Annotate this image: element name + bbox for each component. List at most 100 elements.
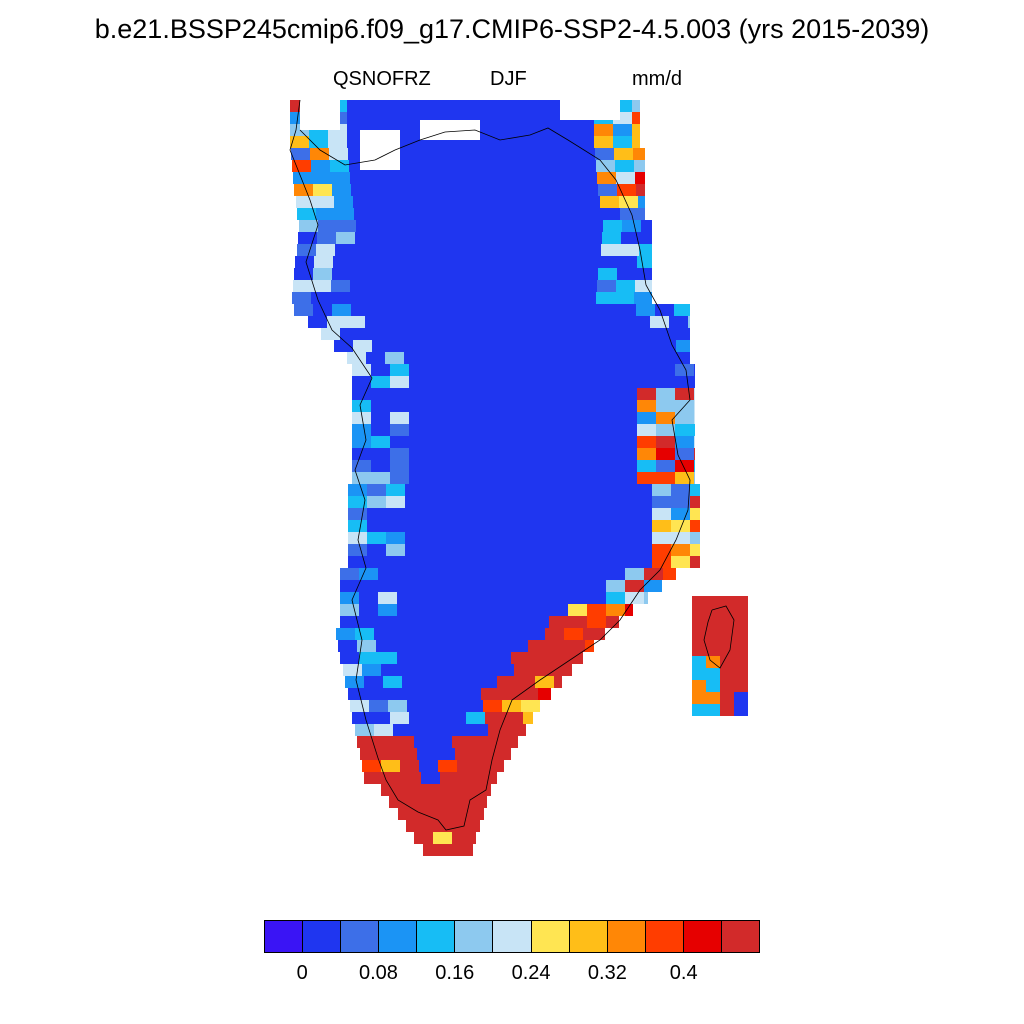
map-cell [633,520,652,532]
map-cell [483,700,502,712]
map-cell [734,692,748,704]
map-cell [371,712,390,724]
map-cell [541,268,560,280]
map-cell [597,280,616,292]
map-cell [352,412,371,424]
map-cell [314,256,333,268]
map-cell [522,304,541,316]
map-cell [479,316,498,328]
map-cell [402,772,421,784]
map-cell [560,268,579,280]
map-cell [313,268,332,280]
map-cell [613,124,632,136]
map-cell [509,640,528,652]
map-cell [447,448,466,460]
map-cell [428,460,447,472]
map-cell [652,520,671,532]
map-cell [671,544,690,556]
map-cell [340,604,359,616]
map-cell [519,532,538,544]
map-cell [635,172,645,184]
map-cell [523,376,542,388]
map-cell [316,244,335,256]
map-cell [386,556,405,568]
map-cell [530,652,549,664]
map-cell [720,632,734,644]
colorbar-swatch [303,921,342,952]
map-cell [637,472,656,484]
map-cell [454,580,473,592]
map-cell [427,184,446,196]
map-cell [435,604,454,616]
map-cell [638,196,645,208]
map-cell [416,568,435,580]
map-cell [580,472,599,484]
map-cell [405,484,424,496]
map-cell [366,352,385,364]
map-cell [706,692,720,704]
map-cell [601,244,620,256]
map-cell [369,280,388,292]
map-cell [492,604,511,616]
map-cell [310,148,329,160]
map-cell [511,592,530,604]
map-cell [481,496,500,508]
map-cell [575,352,594,364]
map-cell [359,616,378,628]
map-cell [432,220,451,232]
map-cell [576,484,595,496]
map-cell [637,256,652,268]
map-cell [538,532,557,544]
map-cell [369,172,388,184]
map-cell [519,148,538,160]
map-cell [656,400,675,412]
map-cell [524,340,543,352]
map-cell [519,544,538,556]
map-cell [352,364,371,376]
map-cell [447,412,466,424]
map-cell [503,304,522,316]
map-cell [565,220,584,232]
map-cell [389,268,408,280]
map-cell [671,508,690,520]
map-cell [598,304,617,316]
map-cell [379,748,398,760]
map-cell [675,436,694,448]
map-cell [600,340,619,352]
map-cell [446,796,465,808]
map-cell [577,160,596,172]
map-cell [606,580,625,592]
colorbar-swatch [683,921,722,952]
map-cell [620,208,639,220]
map-cell [462,496,481,508]
map-cell [409,712,428,724]
map-cell [675,448,694,460]
map-cell [595,520,614,532]
map-cell [446,304,465,316]
map-cell [362,760,381,772]
map-cell [461,844,473,856]
map-cell [587,580,606,592]
map-cell [485,424,504,436]
map-cell [526,232,545,244]
colorbar-tick-label: 0.4 [669,962,698,984]
map-cell [371,424,390,436]
map-cell [352,424,371,436]
map-cell [487,244,506,256]
map-cell [499,100,518,112]
map-cell [587,592,606,604]
map-cell [633,484,652,496]
map-cell [734,596,748,608]
map-cell [566,640,585,652]
map-cell [530,568,549,580]
map-cell [568,604,587,616]
map-cell [444,292,463,304]
map-cell [618,460,637,472]
map-cell [538,688,551,700]
map-cell [376,736,395,748]
map-cell [317,232,336,244]
map-cell [632,100,640,112]
map-cell [663,568,676,580]
map-cell [602,232,621,244]
map-cell [327,316,346,328]
